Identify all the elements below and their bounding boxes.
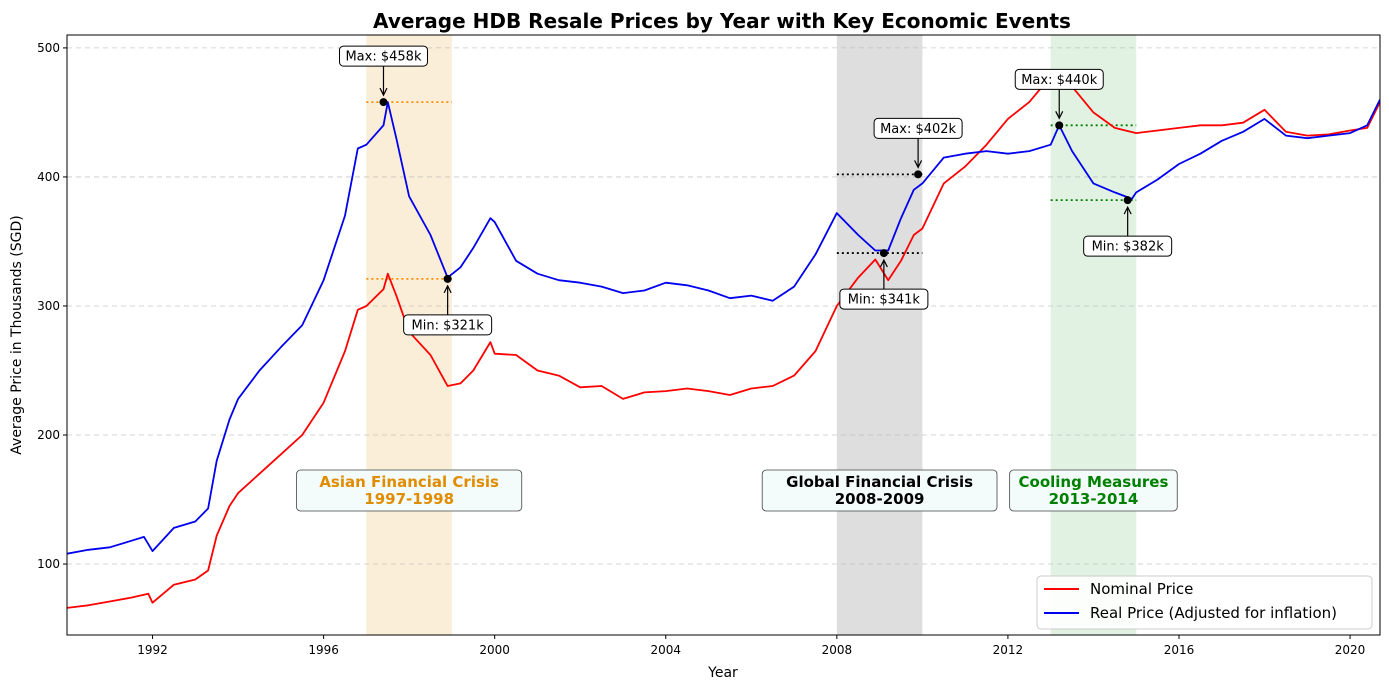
annotation-marker — [379, 98, 388, 107]
event-label: Global Financial Crisis — [786, 473, 973, 491]
series-line — [67, 75, 1380, 609]
event-years: 2013-2014 — [1049, 490, 1139, 508]
x-tick-label: 2016 — [1164, 643, 1195, 657]
y-axis-label: Average Price in Thousands (SGD) — [9, 215, 25, 454]
event-years: 1997-1998 — [364, 490, 454, 508]
annotation-label: Max: $402k — [880, 122, 956, 137]
annotation-marker — [1123, 196, 1132, 205]
annotation-box — [1014, 68, 1104, 90]
annotation-label: Min: $341k — [848, 293, 921, 308]
annotation-arrowhead — [879, 258, 888, 268]
annotation-arrowhead — [443, 284, 452, 294]
legend-box — [1036, 575, 1373, 630]
event-label-box — [761, 469, 998, 512]
annotation-label: Max: $440k — [1021, 73, 1097, 88]
annotation-box — [403, 314, 493, 336]
y-tick-label: 300 — [37, 299, 60, 313]
annotation-arrowhead — [1055, 111, 1064, 120]
x-tick-label: 2008 — [822, 643, 853, 657]
event-label: Asian Financial Crisis — [319, 473, 499, 491]
x-tick-label: 2012 — [993, 643, 1024, 657]
x-tick-label: 1996 — [308, 643, 339, 657]
x-tick-label: 1992 — [137, 643, 168, 657]
annotation-marker — [914, 170, 923, 179]
annotation-box — [873, 117, 963, 139]
annotation-arrowhead — [914, 160, 923, 169]
x-tick-label: 2020 — [1335, 643, 1366, 657]
series-group — [67, 75, 1380, 609]
y-tick-label: 400 — [37, 170, 60, 184]
legend-entry: Real Price (Adjusted for inflation) — [1090, 604, 1337, 622]
annotation-label: Min: $321k — [412, 318, 485, 333]
event-label: Cooling Measures — [1019, 473, 1169, 491]
annotation-marker — [1055, 121, 1064, 130]
annotation-label: Max: $458k — [345, 50, 421, 65]
legend-entry: Nominal Price — [1090, 580, 1193, 598]
event-band — [1050, 35, 1137, 635]
annotation-marker — [879, 249, 888, 258]
x-tick-label: 2004 — [650, 643, 681, 657]
event-label-box — [1009, 469, 1178, 512]
annotation-marker — [443, 274, 452, 283]
chart-title: Average HDB Resale Prices by Year with K… — [373, 9, 1071, 33]
annotation-arrowhead — [1123, 205, 1132, 215]
event-years: 2008-2009 — [835, 490, 925, 508]
annotation-box — [1083, 235, 1173, 257]
y-tick-label: 500 — [37, 41, 60, 55]
event-label-box — [296, 469, 523, 512]
annotation-box — [338, 45, 428, 67]
y-tick-label: 100 — [37, 557, 60, 571]
annotation-box — [839, 288, 929, 310]
x-tick-label: 2000 — [479, 643, 510, 657]
plot-area: 1992 1996 2000 2004 2008 2012 2016 2020 100 200 30… — [37, 34, 1381, 657]
plot-frame — [66, 34, 1381, 636]
annotation-label: Min: $382k — [1092, 240, 1165, 255]
series-line — [67, 99, 1380, 555]
x-axis-label: Year — [707, 665, 738, 681]
y-tick-label: 200 — [37, 428, 60, 442]
annotation-arrowhead — [379, 87, 388, 97]
